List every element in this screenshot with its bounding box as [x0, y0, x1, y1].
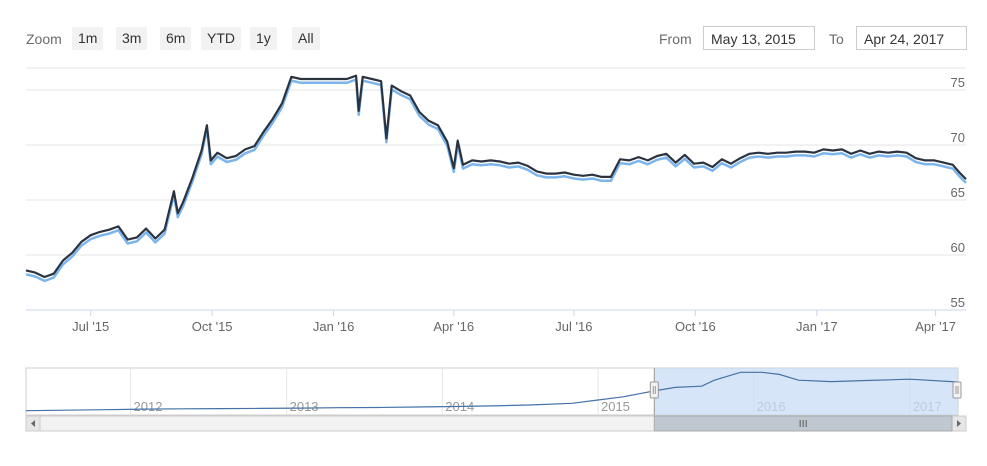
y-tick-label: 75: [951, 75, 965, 90]
x-tick-label: Oct '16: [675, 319, 716, 334]
scrollbar-thumb[interactable]: [653, 415, 953, 432]
zoom-ytd-button[interactable]: YTD: [201, 27, 241, 50]
x-tick-label: Apr '17: [915, 319, 956, 334]
to-label: To: [829, 31, 844, 47]
from-date-input[interactable]: May 13, 2015: [703, 26, 815, 50]
navigator-left-handle[interactable]: [649, 381, 659, 399]
x-tick-label: Apr '16: [433, 319, 474, 334]
navigator-year-label: 2012: [134, 399, 163, 414]
y-tick-label: 55: [951, 295, 965, 310]
series-line-secondary: [25, 78, 967, 283]
x-tick-label: Jul '15: [72, 319, 109, 334]
navigator-year-label: 2015: [601, 399, 630, 414]
series-line-main: [25, 74, 967, 279]
zoom-label: Zoom: [26, 31, 62, 47]
y-tick-label: 65: [951, 185, 965, 200]
series-layer: [25, 74, 967, 283]
from-label: From: [659, 31, 692, 47]
grid-lines: [26, 67, 966, 311]
scrollbar-left-arrow[interactable]: [25, 415, 41, 432]
x-tick-label: Jul '16: [555, 319, 592, 334]
x-tick-label: Jan '16: [313, 319, 355, 334]
scrollbar-right-arrow[interactable]: [951, 415, 967, 432]
x-tick-label: Oct '15: [192, 319, 233, 334]
navigator-year-label: 2013: [290, 399, 319, 414]
zoom-all-button[interactable]: All: [292, 27, 320, 50]
y-axis: 55 60 65 70 75: [951, 75, 965, 310]
scrollbar[interactable]: [25, 415, 967, 432]
y-tick-label: 60: [951, 240, 965, 255]
navigator[interactable]: 201220132014201520162017: [25, 367, 962, 416]
zoom-1y-button[interactable]: 1y: [250, 27, 277, 50]
range-selector: Zoom 1m 3m 6m YTD 1y All From May 13, 20…: [0, 0, 987, 60]
navigator-right-handle[interactable]: [952, 381, 962, 399]
zoom-6m-button[interactable]: 6m: [160, 27, 192, 50]
zoom-1m-button[interactable]: 1m: [72, 27, 104, 50]
navigator-series-line: [25, 371, 959, 412]
x-axis: Jul '15 Oct '15 Jan '16 Apr '16 Jul '16 Oct '…: [26, 309, 966, 334]
y-tick-label: 70: [951, 130, 965, 145]
to-date-input[interactable]: Apr 24, 2017: [856, 26, 967, 50]
zoom-3m-button[interactable]: 3m: [116, 27, 148, 50]
navigator-selected-range[interactable]: [654, 368, 958, 415]
x-tick-label: Jan '17: [796, 319, 838, 334]
